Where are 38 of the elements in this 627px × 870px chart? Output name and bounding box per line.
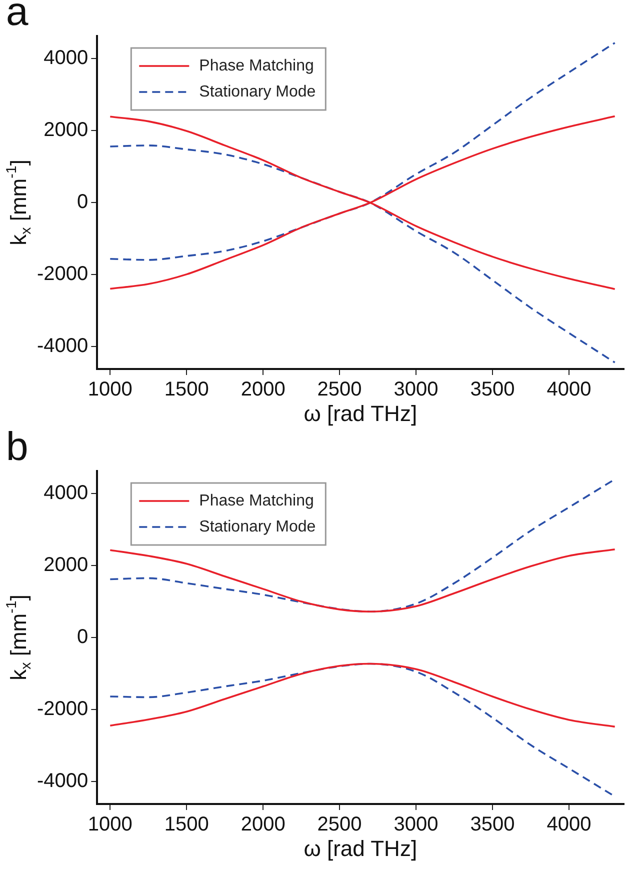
- y-axis-title: kx [mm-1]: [4, 594, 35, 680]
- y-tick-label: -2000: [36, 263, 88, 286]
- x-tick-label: 1500: [164, 378, 209, 401]
- y-tick-label: -4000: [36, 335, 88, 358]
- x-tick-label: 3000: [394, 814, 438, 836]
- y-tick-label: 2000: [44, 554, 88, 576]
- x-tick-label: 3000: [394, 378, 438, 401]
- y-tick-label: 2000: [44, 119, 88, 142]
- x-tick-label: 4000: [546, 814, 592, 836]
- x-tick-label: 2000: [240, 814, 286, 836]
- x-tick-label: 2000: [240, 378, 286, 401]
- line-series: [109, 548, 616, 613]
- legend-label: Stationary Mode: [199, 83, 316, 100]
- x-axis-title: ω [rad THz]: [304, 836, 418, 862]
- y-tick-label: -4000: [36, 770, 88, 792]
- y-tick-label: 0: [77, 626, 88, 648]
- legend-label: Stationary Mode: [199, 518, 316, 536]
- x-tick-label: 1000: [88, 378, 132, 401]
- x-tick-label: 2500: [317, 814, 362, 836]
- y-tick-label: 4000: [44, 482, 88, 504]
- x-tick-label: 1500: [164, 814, 209, 836]
- x-tick-label: 1000: [88, 814, 132, 836]
- chart-title: b: [6, 425, 28, 469]
- line-series: [109, 144, 616, 364]
- x-tick-label: 2500: [317, 378, 362, 401]
- line-series: [109, 662, 616, 728]
- x-tick-label: 4000: [546, 378, 592, 401]
- x-axis-title: ω [rad THz]: [304, 401, 418, 426]
- legend-label: Phase Matching: [199, 57, 314, 74]
- legend-label: Phase Matching: [199, 492, 314, 510]
- line-series: [109, 42, 616, 261]
- y-tick-label: -2000: [36, 698, 88, 720]
- x-tick-label: 3500: [470, 814, 515, 836]
- chart-title: a: [6, 0, 28, 34]
- x-tick-label: 3500: [470, 378, 515, 401]
- y-tick-label: 0: [77, 191, 88, 214]
- y-axis-title: kx [mm-1]: [4, 160, 35, 246]
- y-tick-label: 4000: [44, 47, 88, 70]
